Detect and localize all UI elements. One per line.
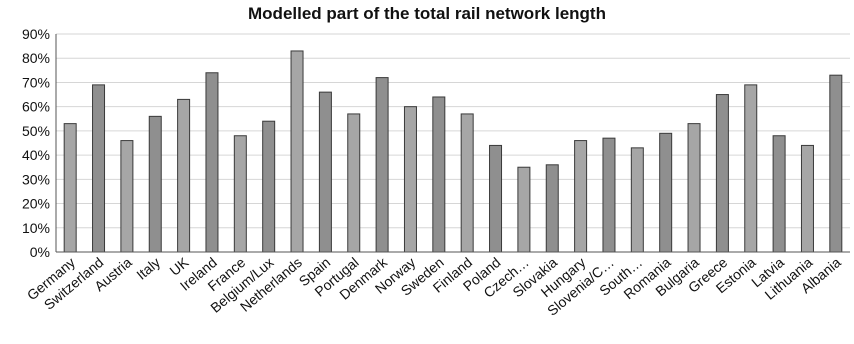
bar-lithuania xyxy=(800,144,814,253)
bar-albania xyxy=(829,74,843,253)
bar-portugal xyxy=(347,113,361,253)
bar-south xyxy=(630,147,644,253)
chart-title: Modelled part of the total rail network … xyxy=(248,4,606,23)
bar-ireland xyxy=(205,72,219,253)
bar-sweden xyxy=(432,96,446,253)
bar-estonia xyxy=(744,84,758,253)
bar-slovakia xyxy=(545,164,559,253)
y-tick-label: 80% xyxy=(22,50,50,66)
bar-poland xyxy=(489,144,503,253)
bar-netherlands xyxy=(290,50,304,253)
bar-denmark xyxy=(375,77,389,253)
bar-latvia xyxy=(772,135,786,253)
bar-spain xyxy=(318,91,332,253)
bar-hungary xyxy=(574,140,588,253)
y-tick-label: 10% xyxy=(22,220,50,236)
bar-switzerland xyxy=(92,84,106,253)
y-tick-label: 70% xyxy=(22,74,50,90)
bar-romania xyxy=(659,132,673,253)
y-tick-label: 20% xyxy=(22,196,50,212)
bar-norway xyxy=(403,106,417,253)
x-tick-label: Italy xyxy=(133,254,163,283)
gridlines xyxy=(56,33,850,229)
y-tick-label: 30% xyxy=(22,171,50,187)
y-tick-label: 40% xyxy=(22,147,50,163)
bar-uk xyxy=(177,98,191,253)
bar-finland xyxy=(460,113,474,253)
y-tick-label: 90% xyxy=(22,26,50,42)
bar-germany xyxy=(63,123,77,253)
bar-belgium-lux xyxy=(262,120,276,253)
y-tick-labels: 0% 10% 20% 30% 40% 50% 60% 70% 80% 90% xyxy=(22,26,50,260)
y-tick-label: 50% xyxy=(22,123,50,139)
bar-france xyxy=(233,135,247,253)
y-tick-label: 60% xyxy=(22,99,50,115)
bar-slovenia-c xyxy=(602,137,616,253)
axes xyxy=(55,34,850,253)
bar-bulgaria xyxy=(687,123,701,253)
bar-czech xyxy=(517,166,531,253)
bar-austria xyxy=(120,140,134,253)
bar-greece xyxy=(715,94,729,253)
y-tick-label: 0% xyxy=(30,244,50,260)
bar-italy xyxy=(148,115,162,253)
bars xyxy=(63,50,843,253)
